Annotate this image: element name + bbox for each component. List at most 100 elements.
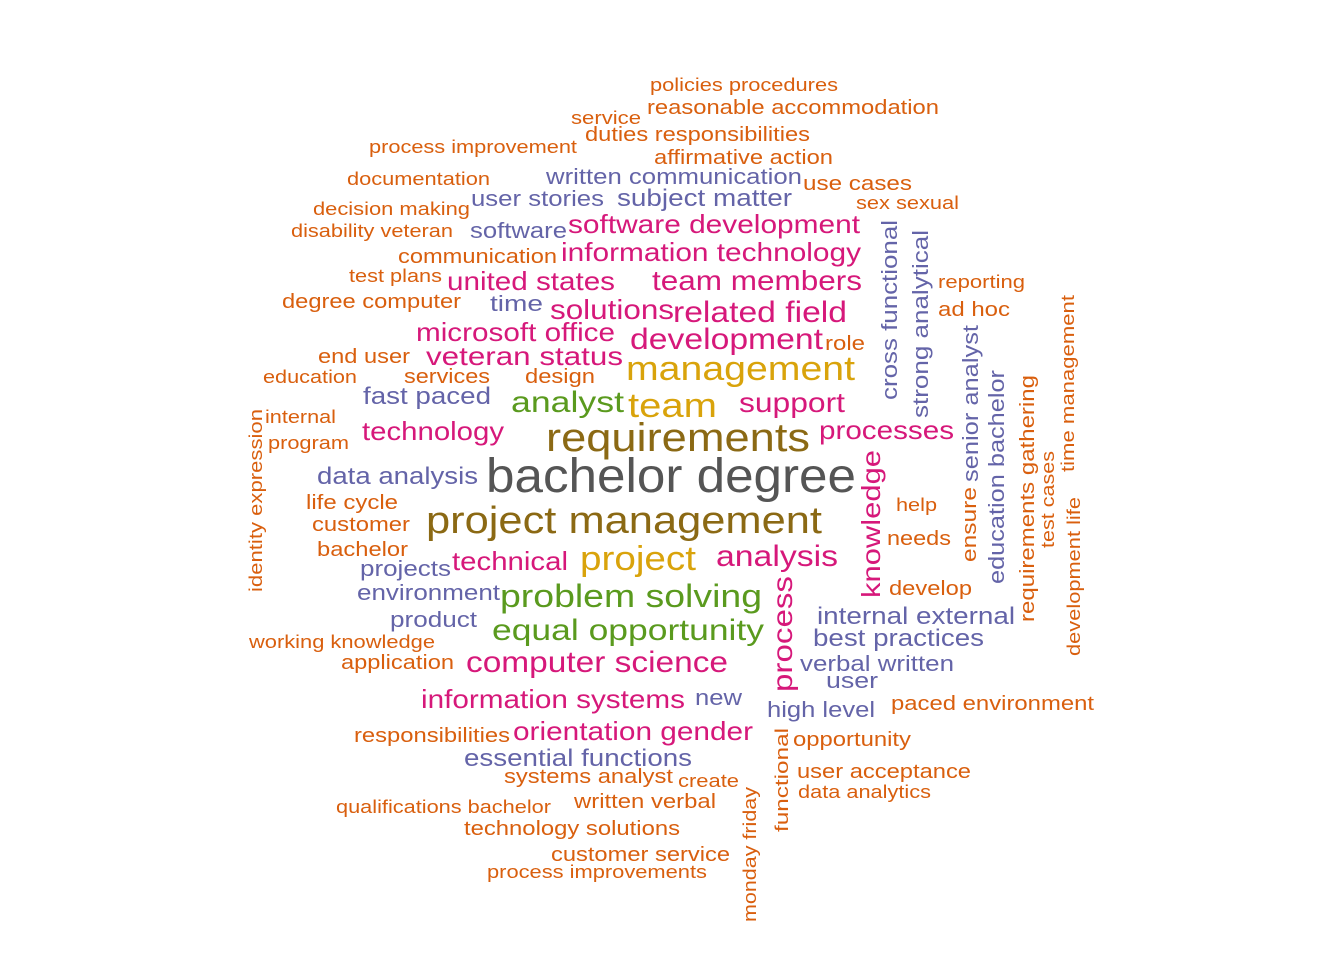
word-microsoft-office: microsoft office	[416, 317, 615, 347]
word-essential-functions: essential functions	[464, 745, 692, 772]
word-end-user: end user	[318, 346, 410, 368]
word-qualifications-bachelor: qualifications bachelor	[336, 797, 551, 817]
word-program: program	[268, 433, 349, 453]
word-written-verbal: written verbal	[573, 791, 716, 813]
word-knowledge: knowledge	[856, 450, 886, 598]
word-analysis: analysis	[716, 540, 838, 573]
word-reporting: reporting	[938, 272, 1025, 292]
word-decision-making: decision making	[313, 199, 470, 219]
word-sex-sexual: sex sexual	[856, 193, 959, 213]
word-requirements-gathering: requirements gathering	[1017, 375, 1039, 622]
word-equal-opportunity: equal opportunity	[492, 614, 764, 647]
word-project: project	[580, 540, 697, 578]
word-environment: environment	[357, 580, 500, 605]
word-development-life: development life	[1064, 497, 1084, 656]
word-software: software	[470, 218, 567, 243]
word-bachelor: bachelor	[317, 539, 408, 561]
word-projects: projects	[360, 556, 451, 581]
word-requirements: requirements	[546, 416, 810, 460]
word-test-cases: test cases	[1038, 451, 1058, 548]
word-ad-hoc: ad hoc	[938, 299, 1010, 321]
word-ensure: ensure	[959, 487, 981, 562]
word-process-improvements: process improvements	[487, 862, 707, 882]
word-information-technology: information technology	[561, 237, 861, 267]
word-service: service	[571, 108, 641, 128]
word-best-practices: best practices	[813, 625, 984, 652]
word-support: support	[739, 387, 845, 418]
word-communication: communication	[398, 246, 557, 268]
word-technology: technology	[362, 416, 504, 446]
word-problem-solving: problem solving	[500, 578, 762, 614]
word-responsibilities: responsibilities	[354, 725, 510, 747]
word-education-bachelor: education bachelor	[984, 370, 1009, 584]
word-create: create	[678, 771, 739, 791]
word-project-management: project management	[426, 500, 822, 542]
word-systems-analyst: systems analyst	[504, 766, 674, 788]
word-opportunity: opportunity	[793, 729, 911, 751]
word-paced-environment: paced environment	[891, 693, 1095, 715]
word-user-acceptance: user acceptance	[797, 761, 971, 783]
word-time-management: time management	[1058, 295, 1078, 472]
word-identity-expression: identity expression	[246, 409, 266, 592]
word-information-systems: information systems	[421, 684, 685, 714]
word-processes: processes	[819, 415, 954, 445]
word-analyst: analyst	[511, 386, 625, 419]
word-solutions: solutions	[550, 294, 674, 325]
word-related-field: related field	[673, 296, 847, 329]
word-process: process	[767, 576, 798, 692]
word-time: time	[490, 291, 543, 316]
word-working-knowledge: working knowledge	[248, 632, 435, 652]
word-software-development: software development	[568, 209, 861, 239]
word-verbal-written: verbal written	[800, 651, 954, 676]
word-disability-veteran: disability veteran	[291, 221, 453, 241]
word-affirmative-action: affirmative action	[654, 147, 833, 169]
word-development: development	[630, 323, 824, 356]
word-education: education	[263, 367, 357, 387]
word-cross-functional: cross functional	[877, 220, 902, 400]
word-internal-external: internal external	[817, 603, 1015, 630]
word-internal: internal	[265, 407, 336, 427]
word-reasonable-accommodation: reasonable accommodation	[647, 97, 939, 119]
word-monday-friday: monday friday	[740, 787, 760, 922]
word-veteran-status: veteran status	[426, 341, 623, 371]
word-role: role	[825, 333, 865, 355]
word-life-cycle: life cycle	[306, 492, 398, 514]
word-documentation: documentation	[347, 169, 490, 189]
word-design: design	[525, 366, 595, 388]
word-team-members: team members	[652, 265, 862, 296]
word-team: team	[628, 387, 717, 425]
word-data-analysis: data analysis	[317, 463, 478, 490]
word-degree-computer: degree computer	[282, 291, 461, 313]
word-management: management	[626, 350, 856, 388]
word-application: application	[341, 652, 454, 674]
word-needs: needs	[887, 528, 951, 550]
word-develop: develop	[889, 578, 972, 600]
word-orientation-gender: orientation gender	[513, 716, 753, 746]
word-test-plans: test plans	[349, 266, 442, 286]
word-data-analytics: data analytics	[798, 782, 931, 802]
word-united-states: united states	[447, 266, 615, 296]
word-use-cases: use cases	[803, 173, 912, 195]
word-computer-science: computer science	[466, 646, 728, 679]
word-technical: technical	[452, 546, 568, 576]
word-user-stories: user stories	[471, 186, 604, 211]
word-services: services	[404, 366, 490, 388]
word-customer: customer	[312, 514, 410, 536]
word-bachelor-degree: bachelor degree	[486, 450, 856, 503]
word-process-improvement: process improvement	[369, 137, 577, 157]
word-product: product	[390, 607, 477, 632]
word-technology-solutions: technology solutions	[464, 818, 680, 840]
word-fast-paced: fast paced	[363, 383, 491, 410]
word-help: help	[896, 495, 937, 515]
word-senior-analyst: senior analyst	[958, 325, 983, 482]
word-strong-analytical: strong analytical	[908, 230, 933, 418]
word-subject-matter: subject matter	[617, 185, 792, 212]
word-functional: functional	[772, 728, 792, 832]
word-duties-responsibilities: duties responsibilities	[585, 124, 810, 146]
word-new: new	[695, 685, 742, 710]
word-high-level: high level	[767, 697, 875, 722]
word-customer-service: customer service	[551, 844, 730, 866]
word-policies-procedures: policies procedures	[650, 75, 838, 95]
